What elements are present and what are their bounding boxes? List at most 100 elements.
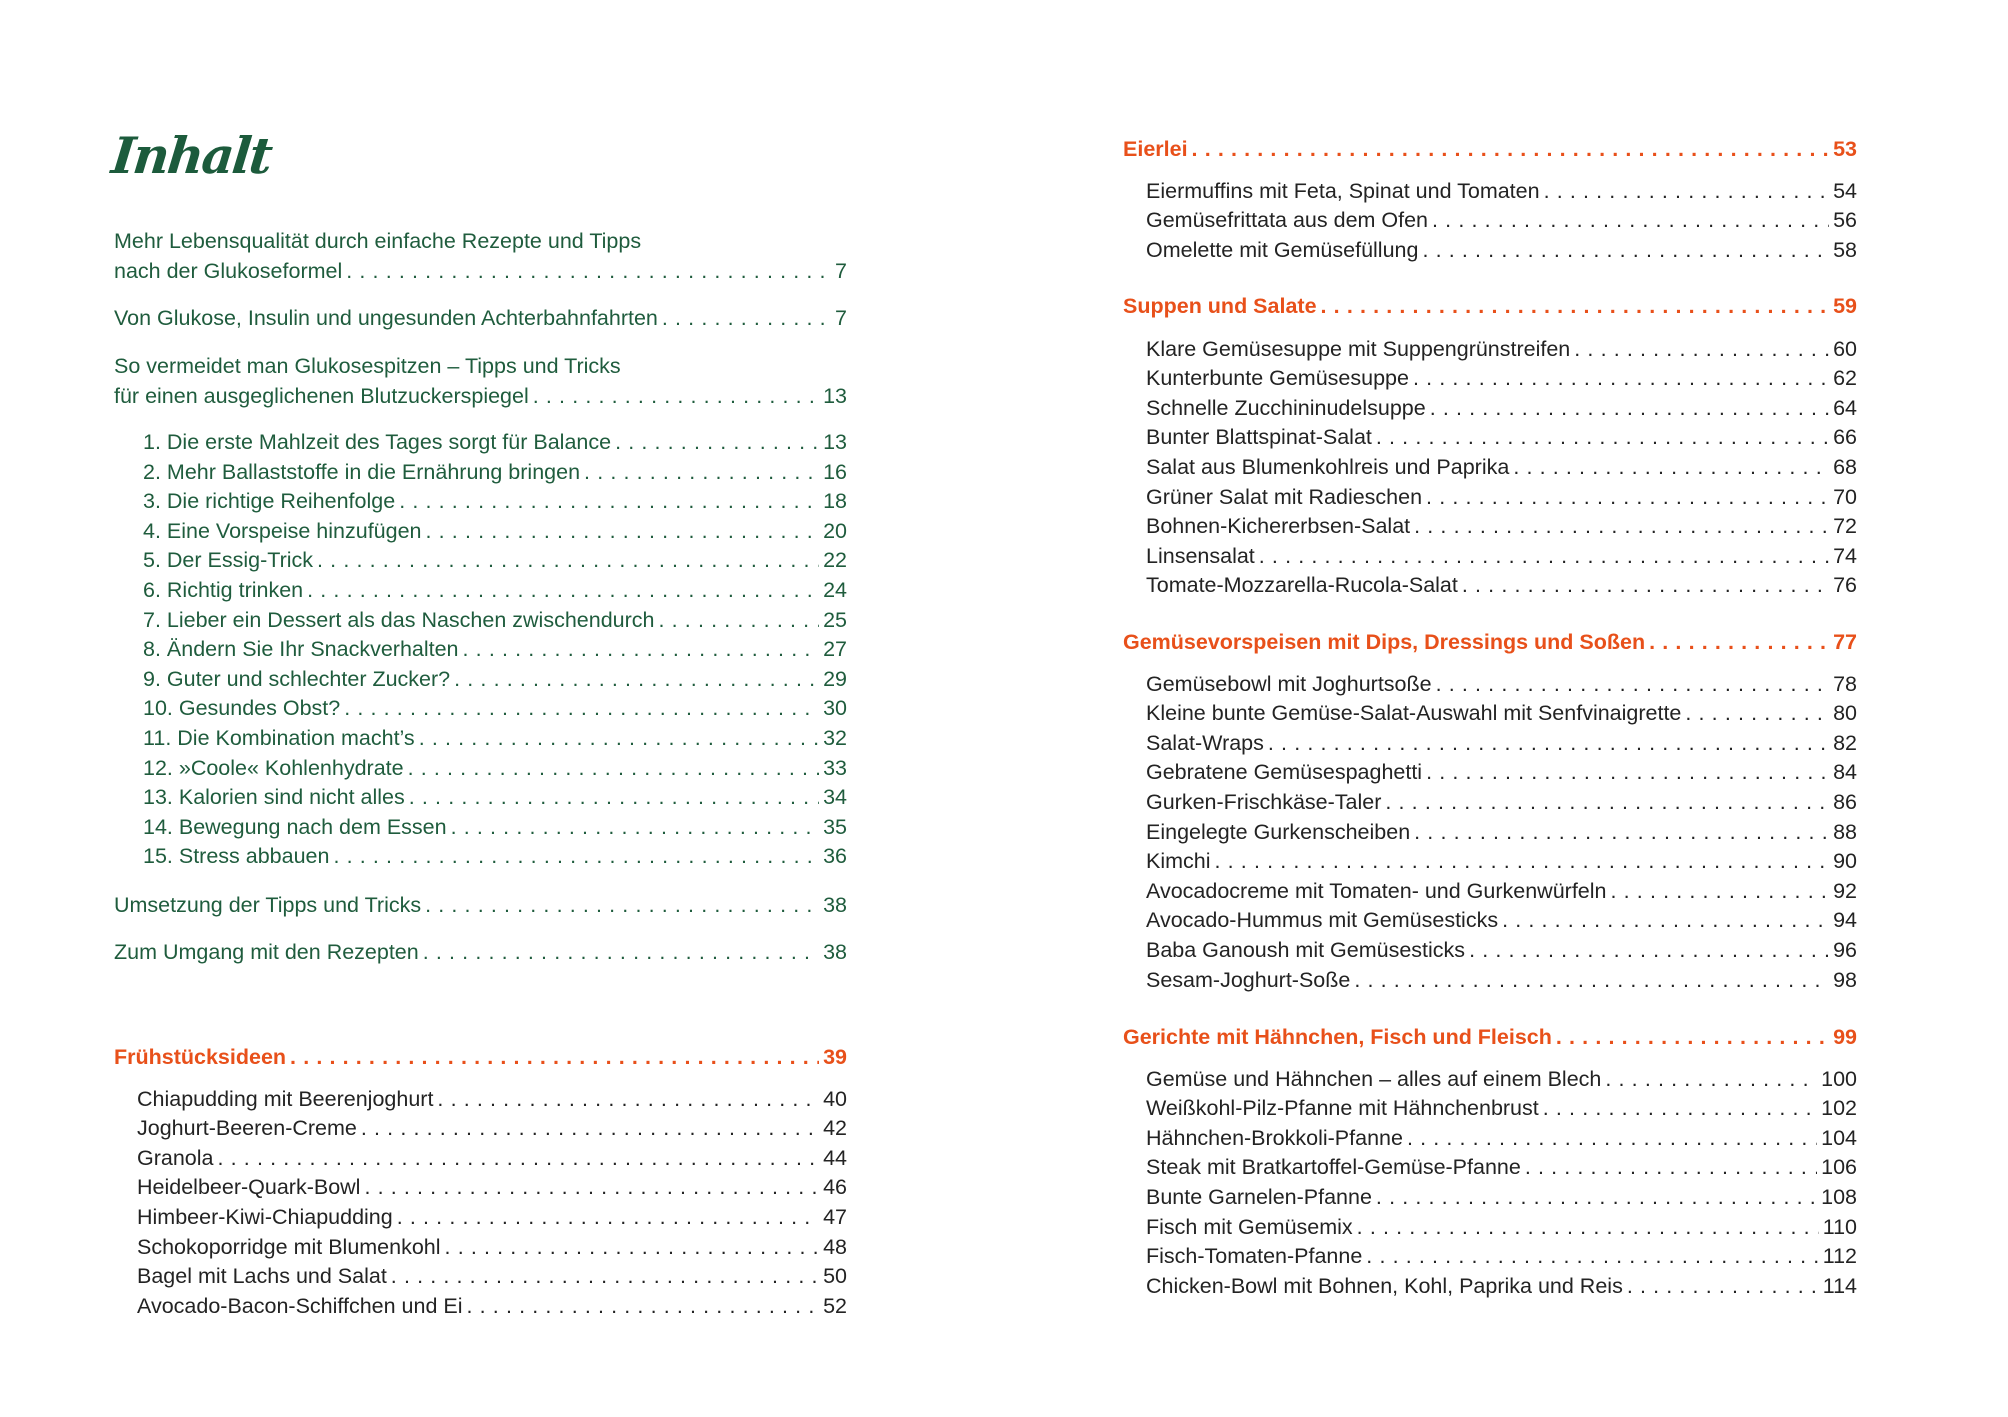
recipe-entry[interactable]: Eingelegte Gurkenscheiben 88	[1123, 818, 1857, 848]
tip-entry[interactable]: 9. Guter und schlechter Zucker? 29	[114, 665, 847, 695]
recipe-entry[interactable]: Chicken-Bowl mit Bohnen, Kohl, Paprika u…	[1123, 1272, 1857, 1302]
recipe-entry[interactable]: Gebratene Gemüsespaghetti 84	[1123, 758, 1857, 788]
page-number: 96	[1833, 937, 1857, 962]
recipe-entry[interactable]: Salat aus Blumenkohlreis und Paprika 68	[1123, 453, 1857, 483]
page-number: 32	[823, 725, 847, 750]
dot-leader	[290, 1043, 819, 1073]
entry-title: Gemüsevorspeisen mit Dips, Dressings und…	[1123, 630, 1646, 654]
tip-entry[interactable]: 7. Lieber ein Dessert als das Naschen zw…	[114, 606, 847, 636]
toc-entry[interactable]: Von Glukose, Insulin und ungesunden Acht…	[114, 304, 847, 334]
recipe-entry[interactable]: Schokoporridge mit Blumenkohl 48	[114, 1233, 847, 1263]
dot-leader	[1649, 628, 1829, 658]
entry-title: 1. Die erste Mahlzeit des Tages sorgt fü…	[143, 430, 612, 454]
entry-title-line[interactable]: Mehr Lebensqualität durch einfache Rezep…	[114, 229, 642, 253]
tip-entry[interactable]: 15. Stress abbauen 36	[114, 842, 847, 872]
entry-title: 10. Gesundes Obst?	[143, 696, 341, 721]
tip-entry[interactable]: 1. Die erste Mahlzeit des Tages sorgt fü…	[114, 428, 847, 458]
entry-title: Eierlei	[1123, 137, 1188, 161]
page-number: 36	[823, 844, 847, 869]
recipe-entry[interactable]: Kleine bunte Gemüse-Salat-Auswahl mit Se…	[1123, 699, 1857, 729]
recipe-entry[interactable]: Salat-Wraps 82	[1123, 729, 1857, 759]
recipe-entry[interactable]: Gurken-Frischkäse-Taler 86	[1123, 788, 1857, 818]
dot-leader	[1605, 1065, 1817, 1095]
recipe-entry[interactable]: Bohnen-Kichererbsen-Salat 72	[1123, 512, 1857, 542]
page-number: 90	[1833, 849, 1857, 874]
recipe-entry[interactable]: Gemüse und Hähnchen – alles auf einem Bl…	[1123, 1065, 1857, 1095]
page-number: 114	[1822, 1273, 1857, 1298]
page-number: 52	[823, 1293, 847, 1318]
recipe-entry[interactable]: Avocadocreme mit Tomaten- und Gurkenwürf…	[1123, 877, 1857, 907]
tip-entry[interactable]: 14. Bewegung nach dem Essen 35	[114, 813, 847, 843]
section-items: Chiapudding mit Beerenjoghurt 40 Joghurt-B…	[114, 1085, 847, 1322]
recipe-entry[interactable]: Weißkohl-Pilz-Pfanne mit Hähnchenbrust 10…	[1123, 1094, 1857, 1124]
tip-entry[interactable]: 10. Gesundes Obst? 30	[114, 694, 847, 724]
tip-entry[interactable]: 13. Kalorien sind nicht alles 34	[114, 783, 847, 813]
recipe-entry[interactable]: Fisch mit Gemüsemix 110	[1123, 1213, 1857, 1243]
recipe-entry[interactable]: Sesam-Joghurt-Soße 98	[1123, 966, 1857, 996]
dot-leader	[399, 487, 819, 517]
tip-entry[interactable]: 6. Richtig trinken 24	[114, 576, 847, 606]
tip-entry[interactable]: 4. Eine Vorspeise hinzufügen 20	[114, 517, 847, 547]
recipe-entry[interactable]: Omelette mit Gemüsefüllung 58	[1123, 236, 1857, 266]
entry-title: Schnelle Zucchininudelsuppe	[1146, 395, 1426, 420]
entry-title: Von Glukose, Insulin und ungesunden Acht…	[114, 306, 658, 330]
page-number: 54	[1833, 178, 1857, 203]
recipe-entry[interactable]: Bagel mit Lachs und Salat 50	[114, 1262, 847, 1292]
entry-title: Gemüsebowl mit Joghurtsoße	[1146, 671, 1432, 696]
tip-entry[interactable]: 11. Die Kombination macht’s 32	[114, 724, 847, 754]
recipe-entry[interactable]: Eiermuffins mit Feta, Spinat und Tomaten…	[1123, 177, 1857, 207]
entry-title: 12. »Coole« Kohlenhydrate	[143, 755, 404, 780]
page-number: 66	[1833, 425, 1857, 450]
entry-title-line[interactable]: So vermeidet man Glukosespitzen – Tipps …	[114, 354, 621, 378]
section-heading[interactable]: Frühstücksideen 39	[114, 1043, 847, 1073]
recipe-entry[interactable]: Bunter Blattspinat-Salat 66	[1123, 423, 1857, 453]
recipe-entry[interactable]: Grüner Salat mit Radieschen 70	[1123, 483, 1857, 513]
dot-leader	[1462, 571, 1829, 601]
tip-entry[interactable]: 2. Mehr Ballaststoffe in die Ernährung b…	[114, 458, 847, 488]
section-heading[interactable]: Eierlei 53	[1123, 135, 1857, 165]
recipe-entry[interactable]: Kunterbunte Gemüsesuppe 62	[1123, 364, 1857, 394]
page-number: 46	[823, 1175, 847, 1200]
recipe-entry[interactable]: Chiapudding mit Beerenjoghurt 40	[114, 1085, 847, 1115]
recipe-entry[interactable]: Bunte Garnelen-Pfanne 108	[1123, 1183, 1857, 1213]
recipe-entry[interactable]: Baba Ganoush mit Gemüsesticks 96	[1123, 936, 1857, 966]
recipe-entry[interactable]: Hähnchen-Brokkoli-Pfanne 104	[1123, 1124, 1857, 1154]
dot-leader	[1215, 847, 1830, 877]
dot-leader	[533, 382, 819, 412]
dot-leader	[662, 304, 831, 334]
section: Suppen und Salate 59 Klare Gemüsesuppe mit…	[1123, 292, 1857, 601]
recipe-entry[interactable]: Klare Gemüsesuppe mit Suppengrünstreifen…	[1123, 335, 1857, 365]
recipe-entry[interactable]: Kimchi 90	[1123, 847, 1857, 877]
recipe-entry[interactable]: Avocado-Hummus mit Gemüsesticks 94	[1123, 906, 1857, 936]
recipe-entry[interactable]: Fisch-Tomaten-Pfanne 112	[1123, 1242, 1857, 1272]
recipe-entry[interactable]: Schnelle Zucchininudelsuppe 64	[1123, 394, 1857, 424]
page-number: 80	[1833, 701, 1857, 726]
recipe-entry[interactable]: Gemüsebowl mit Joghurtsoße 78	[1123, 670, 1857, 700]
tip-entry[interactable]: 5. Der Essig-Trick 22	[114, 546, 847, 576]
dot-leader	[423, 938, 819, 968]
section-heading[interactable]: Gerichte mit Hähnchen, Fisch und Fleisch…	[1123, 1023, 1857, 1053]
recipe-entry[interactable]: Granola 44	[114, 1144, 847, 1174]
recipe-entry[interactable]: Heidelbeer-Quark-Bowl 46	[114, 1173, 847, 1203]
section-heading[interactable]: Gemüsevorspeisen mit Dips, Dressings und…	[1123, 628, 1857, 658]
recipe-entry[interactable]: Gemüsefrittata aus dem Ofen 56	[1123, 206, 1857, 236]
recipe-entry[interactable]: Avocado-Bacon-Schiffchen und Ei 52	[114, 1292, 847, 1322]
section-items: Gemüse und Hähnchen – alles auf einem Bl…	[1123, 1065, 1857, 1302]
recipe-entry[interactable]: Linsensalat 74	[1123, 542, 1857, 572]
recipe-entry[interactable]: Steak mit Bratkartoffel-Gemüse-Pfanne 106	[1123, 1153, 1857, 1183]
entry-title: für einen ausgeglichenen Blutzuckerspieg…	[114, 383, 529, 408]
tip-entry[interactable]: 3. Die richtige Reihenfolge 18	[114, 487, 847, 517]
page-number: 86	[1833, 789, 1857, 814]
toc-entry[interactable]: Umsetzung der Tipps und Tricks 38	[114, 891, 847, 921]
recipe-entry[interactable]: Tomate-Mozzarella-Rucola-Salat 76	[1123, 571, 1857, 601]
recipe-entry[interactable]: Himbeer-Kiwi-Chiapudding 47	[114, 1203, 847, 1233]
toc-entry[interactable]: nach der Glukoseformel 7	[114, 257, 847, 287]
dot-leader	[437, 1085, 819, 1115]
entry-title: Chicken-Bowl mit Bohnen, Kohl, Paprika u…	[1146, 1273, 1623, 1298]
tip-entry[interactable]: 8. Ändern Sie Ihr Snackverhalten 27	[114, 635, 847, 665]
toc-entry[interactable]: Zum Umgang mit den Rezepten 38	[114, 938, 847, 968]
recipe-entry[interactable]: Joghurt-Beeren-Creme 42	[114, 1114, 847, 1144]
tip-entry[interactable]: 12. »Coole« Kohlenhydrate 33	[114, 754, 847, 784]
toc-entry[interactable]: für einen ausgeglichenen Blutzuckerspieg…	[114, 382, 847, 412]
section-heading[interactable]: Suppen und Salate 59	[1123, 292, 1857, 322]
